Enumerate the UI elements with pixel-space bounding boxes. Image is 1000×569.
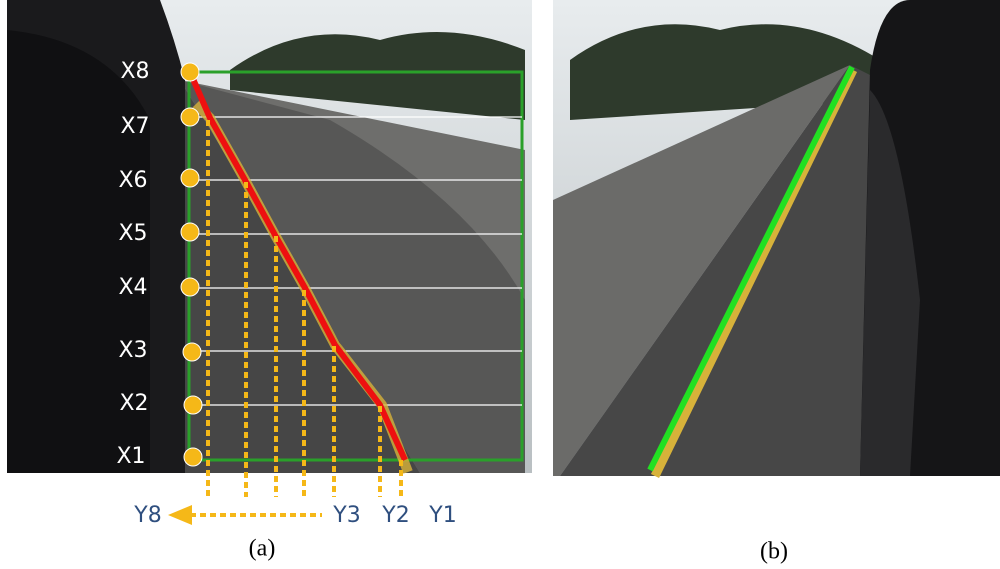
x-label: X5 xyxy=(118,221,147,246)
x-label: X1 xyxy=(116,444,145,469)
x-label: X2 xyxy=(119,391,148,416)
y-label: Y1 xyxy=(428,503,456,528)
x-label: X3 xyxy=(118,338,147,363)
caption: (b) xyxy=(760,539,788,565)
x-label: X7 xyxy=(120,114,149,139)
x-label: X8 xyxy=(120,59,149,84)
x-label: X6 xyxy=(118,168,147,193)
figure: X8 X7 X6 X5 X4 X3 X2 X1 Y8 Y3 Y2 Y1 (a) … xyxy=(0,0,1000,569)
caption: (a) xyxy=(249,536,276,562)
y-label: Y8 xyxy=(133,503,161,528)
y-label: Y2 xyxy=(381,503,409,528)
x-label: X4 xyxy=(118,275,147,300)
panel-b-image xyxy=(553,0,1000,476)
y-label: Y3 xyxy=(332,503,360,528)
